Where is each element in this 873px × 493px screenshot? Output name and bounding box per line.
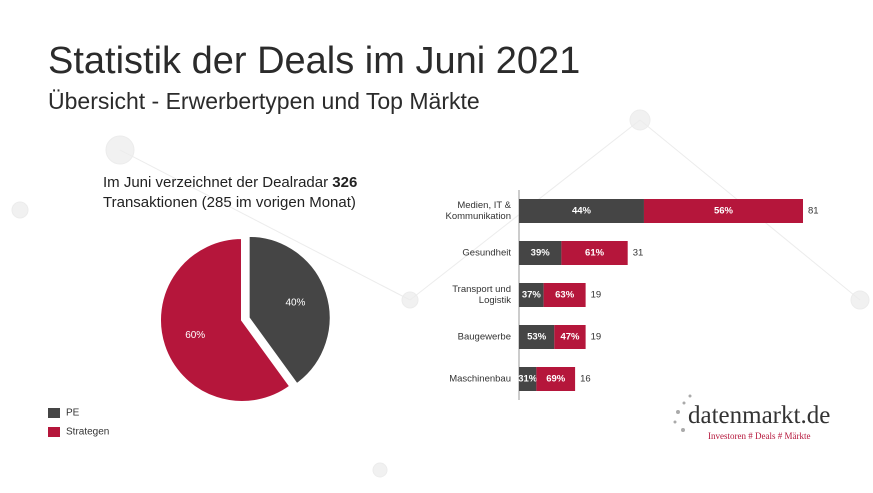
- slice-label: 40%: [285, 297, 305, 308]
- logo-dots: [673, 394, 692, 432]
- bar-segment: [554, 325, 586, 349]
- bar-segment: [543, 283, 586, 307]
- pie-slice: [247, 234, 332, 386]
- segment-label: 69%: [546, 374, 566, 385]
- title: Statistik der Deals im Juni 2021: [48, 40, 581, 82]
- bar-segment: [561, 241, 628, 265]
- category-label: Baugewerbe: [457, 331, 511, 343]
- segment-label: 63%: [555, 290, 575, 301]
- category-label: Medien, IT & Kommunikation: [445, 200, 511, 222]
- total-label: 19: [591, 290, 602, 301]
- segment-label: 53%: [527, 332, 547, 343]
- legend-label: Strategen: [66, 427, 109, 438]
- total-label: 16: [580, 374, 591, 385]
- background-decoration: [11, 109, 870, 478]
- segment-label: 61%: [585, 248, 605, 259]
- total-label: 31: [633, 248, 644, 259]
- bar-segment: [519, 325, 555, 349]
- segment-label: 47%: [560, 332, 580, 343]
- intro-text: Im Juni verzeichnet der Dealradar 326 Tra…: [103, 173, 403, 213]
- category-label: Maschinenbau: [449, 373, 511, 385]
- intro-bold: 326: [332, 174, 358, 191]
- total-label: 81: [808, 206, 819, 217]
- segment-label: 44%: [572, 206, 592, 217]
- segment-label: 56%: [714, 206, 734, 217]
- slice-label: 60%: [185, 330, 205, 341]
- bar-segment: [519, 241, 562, 265]
- segment-label: 39%: [531, 248, 551, 259]
- intro-post: Transaktionen (285 im vorigen Monat): [103, 194, 356, 211]
- category-label: Gesundheit: [462, 247, 511, 259]
- intro-pre: Im Juni verzeichnet der Dealradar: [103, 174, 329, 191]
- subtitle: Übersicht - Erwerbertypen und Top Märkte: [48, 88, 480, 114]
- bar-segment: [519, 367, 537, 391]
- logo-name: datenmarkt.de: [688, 402, 831, 429]
- total-label: 19: [591, 332, 602, 343]
- bar-segment: [519, 283, 544, 307]
- category-label: Transport und Logistik: [452, 284, 511, 306]
- legend-label: PE: [66, 408, 80, 419]
- logo-tagline: Investoren # Deals # Märkte: [708, 431, 811, 441]
- legend-swatch: [48, 408, 60, 418]
- pie-slice: [159, 236, 292, 403]
- bar-segment: [519, 199, 644, 223]
- bar-segment: [536, 367, 576, 391]
- bar-segment: [643, 199, 803, 223]
- segment-label: 31%: [518, 374, 538, 385]
- segment-label: 37%: [522, 290, 542, 301]
- legend-swatch: [48, 427, 60, 437]
